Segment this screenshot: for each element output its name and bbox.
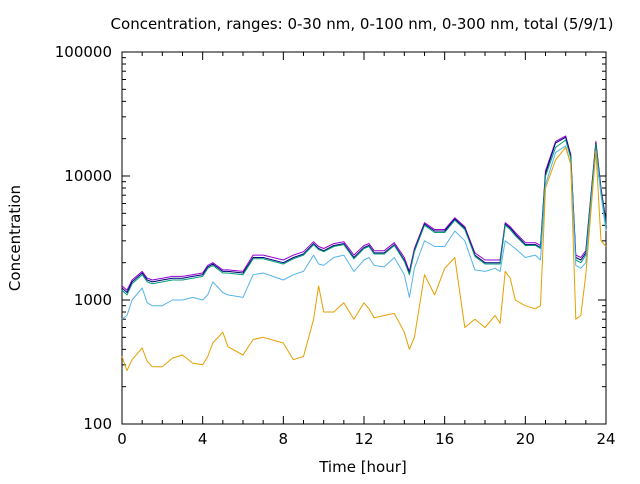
x-tick-label: 12 [354,430,373,448]
chart-title: Concentration, ranges: 0-30 nm, 0-100 nm… [111,15,614,33]
axis-ticks: 0 4 8 12 16 20 24 100 1000 10000 100000 [55,43,616,448]
x-axis-label: Time [hour] [318,458,407,476]
y-tick-label: 100 [83,415,112,433]
y-tick-label: 10000 [64,167,112,185]
plot-frame [121,51,607,425]
x-tick-label: 4 [198,430,208,448]
series-line-2 [121,136,607,293]
series-line-4 [121,145,607,320]
y-tick-label: 1000 [74,291,112,309]
x-tick-label: 20 [516,430,535,448]
x-tick-label: 24 [596,430,615,448]
series-line-3 [121,139,607,296]
series-line-5 [121,146,607,371]
series-line-1 [121,135,607,291]
x-tick-label: 8 [279,430,289,448]
x-tick-label: 0 [117,430,127,448]
y-axis-label: Concentration [6,185,24,291]
series-lines [121,135,607,371]
x-tick-label: 16 [435,430,454,448]
y-tick-label: 100000 [55,43,112,61]
